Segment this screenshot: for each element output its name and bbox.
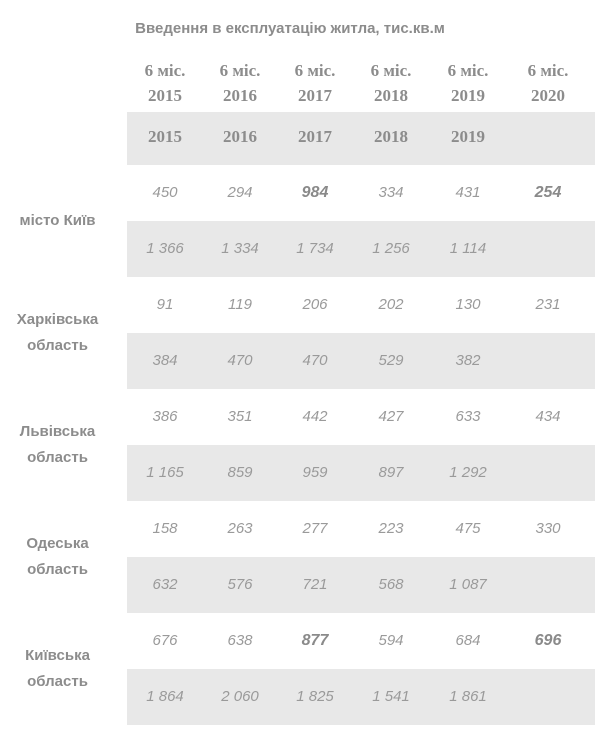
header-period: 6 міс. xyxy=(447,61,489,80)
full-year-value: 576 xyxy=(227,576,253,593)
half-year-value: 334 xyxy=(378,184,404,201)
year-header: 2017 xyxy=(298,127,332,146)
half-year-value: 91 xyxy=(156,296,174,313)
half-year-value: 130 xyxy=(455,296,481,313)
half-year-value: 984 xyxy=(301,184,329,201)
full-year-value: 1 541 xyxy=(372,688,410,705)
full-year-value: 1 734 xyxy=(296,240,334,257)
half-year-value: 263 xyxy=(227,520,253,537)
region-label: Львівська область xyxy=(19,423,96,466)
header-period: 6 міс. xyxy=(370,61,412,80)
half-year-value: 254 xyxy=(534,184,562,201)
full-year-value: 1 861 xyxy=(449,688,487,705)
header-year: 2020 xyxy=(531,86,565,105)
title: Введення в експлуатацію житла, тис.кв.м xyxy=(135,20,445,37)
header-year: 2019 xyxy=(451,86,485,105)
header-year: 2016 xyxy=(223,86,257,105)
header-period: 6 міс. xyxy=(294,61,336,80)
half-year-value: 351 xyxy=(227,408,253,425)
header-period: 6 міс. xyxy=(219,61,261,80)
half-year-value: 638 xyxy=(227,632,253,649)
half-year-value: 294 xyxy=(227,184,253,201)
full-year-value: 1 114 xyxy=(449,240,487,257)
full-year-value: 382 xyxy=(455,352,481,369)
half-year-value: 427 xyxy=(378,408,404,425)
full-year-value: 2 060 xyxy=(221,688,259,705)
year-header: 2018 xyxy=(374,127,408,146)
full-year-value: 1 165 xyxy=(146,464,184,481)
half-year-value: 434 xyxy=(535,408,561,425)
full-year-value: 1 864 xyxy=(146,688,184,705)
half-year-value: 450 xyxy=(152,184,178,201)
full-year-value: 470 xyxy=(302,352,328,369)
half-year-value: 475 xyxy=(455,520,481,537)
half-year-value: 206 xyxy=(302,296,328,313)
half-year-value: 231 xyxy=(535,296,561,313)
half-year-value: 594 xyxy=(378,632,404,649)
header-band xyxy=(127,112,595,165)
half-year-value: 202 xyxy=(378,296,404,313)
full-year-value: 1 256 xyxy=(372,240,410,257)
full-year-value: 897 xyxy=(378,464,404,481)
full-year-value: 568 xyxy=(378,576,404,593)
region-label: місто Київ xyxy=(19,212,96,229)
full-year-value: 721 xyxy=(302,576,328,593)
row-band xyxy=(127,221,595,277)
header-period: 6 міс. xyxy=(527,61,569,80)
half-year-value: 676 xyxy=(152,632,178,649)
full-year-value: 1 292 xyxy=(449,464,487,481)
year-header: 2016 xyxy=(223,127,257,146)
full-year-value: 384 xyxy=(152,352,178,369)
row-band xyxy=(127,669,595,725)
half-year-value: 330 xyxy=(535,520,561,537)
region-label: Одеська область xyxy=(26,535,89,578)
half-year-value: 386 xyxy=(152,408,178,425)
full-year-value: 1 087 xyxy=(449,576,487,593)
header-period: 6 міс. xyxy=(144,61,186,80)
half-year-value: 119 xyxy=(228,296,252,313)
year-header: 2015 xyxy=(148,127,182,146)
year-header: 2019 xyxy=(451,127,485,146)
full-year-value: 470 xyxy=(227,352,253,369)
half-year-value: 877 xyxy=(301,632,329,649)
full-year-value: 529 xyxy=(378,352,404,369)
full-year-value: 1 825 xyxy=(296,688,334,705)
half-year-value: 442 xyxy=(302,408,328,425)
region-label: Харківська область xyxy=(16,311,99,354)
header-year: 2015 xyxy=(148,86,182,105)
header-year: 2017 xyxy=(298,86,332,105)
full-year-value: 1 334 xyxy=(221,240,259,257)
row-band xyxy=(127,333,595,389)
half-year-value: 431 xyxy=(455,184,481,201)
row-band xyxy=(127,445,595,501)
region-label: Київська область xyxy=(25,647,90,690)
half-year-value: 223 xyxy=(378,520,404,537)
full-year-value: 859 xyxy=(227,464,253,481)
full-year-value: 959 xyxy=(302,464,328,481)
half-year-value: 277 xyxy=(302,520,328,537)
header-year: 2018 xyxy=(374,86,408,105)
half-year-value: 158 xyxy=(152,520,178,537)
full-year-value: 1 366 xyxy=(146,240,184,257)
half-year-value: 696 xyxy=(534,632,562,649)
row-band xyxy=(127,557,595,613)
half-year-value: 684 xyxy=(455,632,481,649)
full-year-value: 632 xyxy=(152,576,178,593)
half-year-value: 633 xyxy=(455,408,481,425)
